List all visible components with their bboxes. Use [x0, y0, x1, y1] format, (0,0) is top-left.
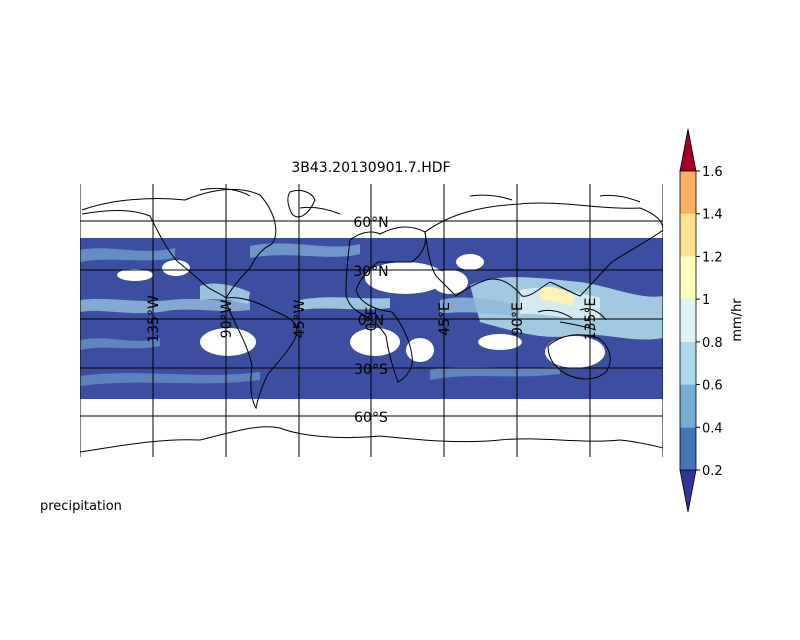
colorbar-segment	[680, 341, 696, 385]
precip-band-north-pacific	[80, 248, 175, 262]
variable-label: precipitation	[40, 499, 122, 514]
map-title: 3B43.20130901.7.HDF	[291, 160, 450, 176]
lon-label-135w: 135°W	[146, 295, 162, 343]
lon-label-90w: 90°W	[219, 300, 235, 339]
colorbar-tick-label: 0.4	[702, 421, 723, 436]
precip-itcz-atlantic	[300, 297, 390, 310]
lat-labels: 60°N 30°N 0°N 30°S 60°S	[353, 215, 388, 426]
colorbar-outline	[679, 170, 697, 471]
colorbar-tick-label: 1.6	[702, 165, 723, 180]
dry-north-pacific	[117, 269, 153, 281]
dry-south-pacific-east	[200, 328, 256, 356]
colorbar-over-triangle	[679, 128, 697, 172]
coast-south-america	[225, 297, 298, 410]
lat-label-30s: 30°S	[354, 362, 388, 378]
lon-label-90e: 90°E	[510, 302, 526, 336]
colorbar-ticks: 0.2 0.4 0.6 0.8 1 1.2 1.4 1.6	[696, 165, 723, 479]
colorbar-segment	[680, 256, 696, 300]
precip-band-north-atlantic	[250, 243, 360, 258]
lat-label-0: 0°N	[358, 313, 384, 329]
dry-regions	[117, 254, 605, 368]
precip-band-south-pacific	[80, 338, 160, 350]
coast-greenland	[287, 189, 316, 218]
precip-indian-ocean	[440, 297, 515, 316]
lon-label-45w: 45°W	[292, 300, 308, 339]
dry-south-africa	[406, 338, 434, 362]
lon-label-0e: 0°E	[364, 307, 380, 332]
dry-central-asia	[456, 254, 484, 270]
dry-arabia	[432, 270, 468, 294]
precip-itcz-pacific	[80, 298, 250, 314]
lon-label-45e: 45°E	[437, 302, 453, 336]
colorbar-unit-label: mm/hr	[730, 298, 745, 342]
precip-band-southern-ocean	[80, 372, 260, 386]
dry-california	[162, 260, 190, 276]
coast-antarctica	[80, 426, 663, 453]
colorbar: 0.2 0.4 0.6 0.8 1 1.2 1.4 1.6 mm/hr	[679, 128, 745, 513]
precip-central-america	[200, 283, 250, 304]
colorbar-segments	[679, 128, 697, 513]
colorbar-tick-label: 1	[702, 293, 710, 308]
lon-label-135e: 135°E	[583, 298, 599, 341]
graticule	[80, 184, 663, 457]
colorbar-segment	[680, 384, 696, 428]
lat-label-60s: 60°S	[354, 410, 388, 426]
colorbar-tick-label: 0.8	[702, 336, 723, 351]
colorbar-under-triangle	[679, 469, 697, 513]
dry-south-indian	[478, 334, 522, 350]
precip-monsoon-high	[540, 286, 575, 306]
lat-label-30n: 30°N	[353, 264, 388, 280]
coast-arctic-islands	[199, 187, 641, 215]
colorbar-segment	[680, 299, 696, 342]
coast-north-america	[81, 188, 277, 299]
precip-field	[80, 243, 663, 386]
coast-asia	[424, 202, 663, 297]
precip-band-south-indian	[430, 366, 560, 380]
coastlines	[80, 187, 663, 453]
colorbar-segment	[680, 427, 696, 470]
coast-indonesia	[537, 308, 607, 331]
lon-labels: 135°W 90°W 45°W 0°E 45°E 90°E 135°E	[146, 295, 599, 343]
map-area	[80, 184, 663, 457]
colorbar-tick-label: 0.2	[702, 464, 723, 479]
colorbar-segment	[680, 171, 696, 214]
colorbar-tick-label: 0.6	[702, 379, 723, 394]
lat-label-60n: 60°N	[353, 215, 388, 231]
colorbar-segment	[680, 213, 696, 257]
dry-south-atlantic	[350, 328, 400, 356]
colorbar-tick-label: 1.4	[702, 208, 723, 223]
colorbar-tick-label: 1.2	[702, 250, 723, 265]
